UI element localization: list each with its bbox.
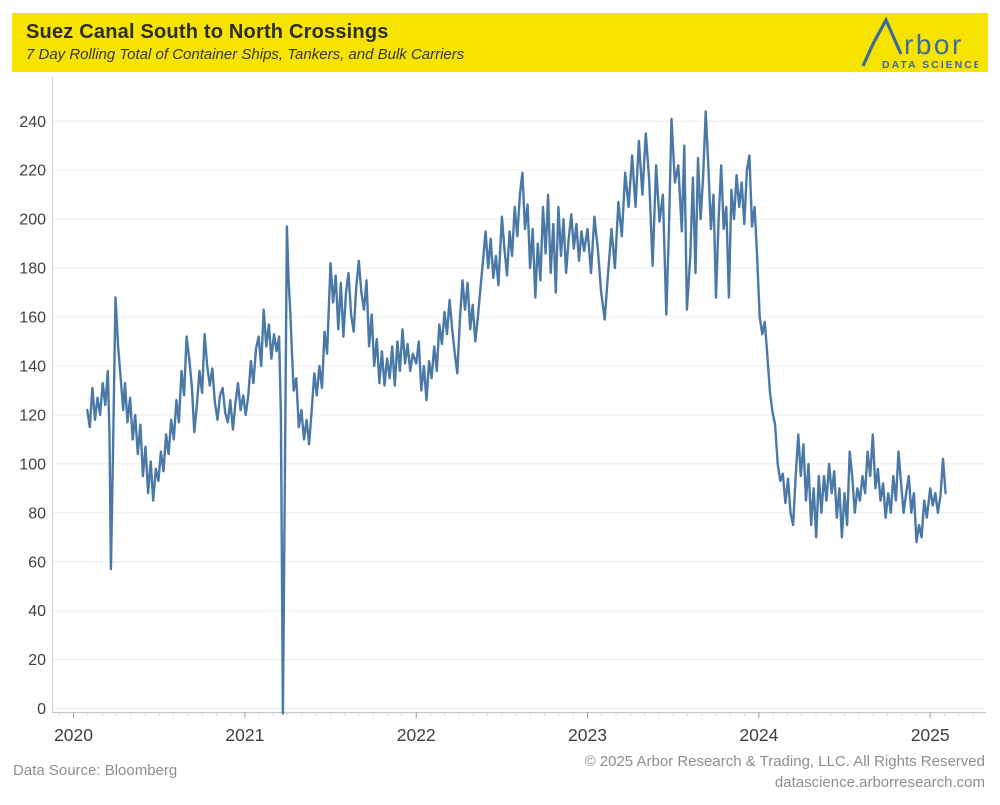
svg-text:20: 20 — [28, 652, 46, 669]
copyright-text: © 2025 Arbor Research & Trading, LLC. Al… — [584, 753, 985, 770]
logo-peak — [861, 15, 903, 67]
svg-text:40: 40 — [28, 603, 46, 620]
svg-text:60: 60 — [28, 554, 46, 571]
series-line — [86, 110, 947, 715]
logo-tagline-text: DATA SCIENCE — [882, 59, 978, 70]
svg-text:100: 100 — [19, 456, 46, 473]
data-source-label: Data Source: Bloomberg — [13, 762, 178, 779]
svg-text:200: 200 — [19, 212, 46, 229]
svg-text:180: 180 — [19, 261, 46, 278]
page-title: Suez Canal South to North Crossings — [26, 21, 389, 44]
svg-text:160: 160 — [19, 310, 46, 327]
svg-text:240: 240 — [19, 114, 46, 131]
svg-text:140: 140 — [19, 358, 46, 375]
y-axis-labels: 0 20 40 60 80 100 120 140 160 180 200 220 240 — [19, 114, 46, 718]
copyright-block: © 2025 Arbor Research & Trading, LLC. Al… — [585, 751, 985, 793]
x-axis-labels: 2020 2021 2022 2023 2024 2025 — [54, 725, 950, 745]
svg-text:2025: 2025 — [911, 725, 950, 745]
svg-text:2023: 2023 — [568, 725, 607, 745]
svg-text:220: 220 — [19, 163, 46, 180]
svg-text:120: 120 — [19, 407, 46, 424]
svg-text:2024: 2024 — [739, 725, 778, 745]
svg-text:2020: 2020 — [54, 725, 93, 745]
header-banner: Suez Canal South to North Crossings 7 Da… — [12, 13, 988, 72]
svg-text:2022: 2022 — [397, 725, 436, 745]
gridlines — [53, 120, 985, 710]
logo-brand-text: rbor — [904, 29, 964, 60]
svg-text:2021: 2021 — [225, 725, 264, 745]
website-text: datascience.arborresearch.com — [774, 774, 985, 791]
svg-text:80: 80 — [28, 505, 46, 522]
title-block: Suez Canal South to North Crossings 7 Da… — [26, 20, 464, 65]
page-subtitle: 7 Day Rolling Total of Container Ships, … — [26, 46, 465, 64]
arbor-logo: rbor DATA SCIENCE — [860, 15, 978, 70]
x-axis-ticks — [58, 712, 974, 718]
svg-text:0: 0 — [37, 701, 46, 718]
